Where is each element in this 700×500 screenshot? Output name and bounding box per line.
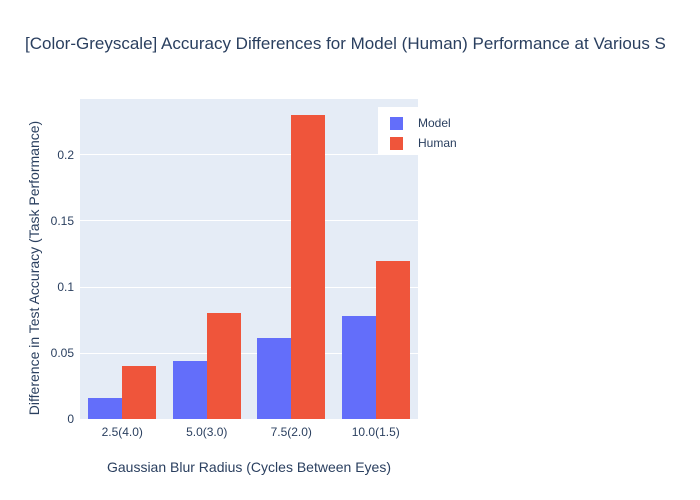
gridline	[80, 286, 418, 288]
y-tick-label: 0.15	[50, 213, 74, 228]
legend-label: Human	[418, 135, 457, 150]
bar-model-1	[88, 397, 123, 419]
legend-item-model[interactable]: Model	[378, 113, 470, 133]
bar-human-3	[291, 115, 326, 419]
gridline	[80, 220, 418, 222]
x-axis-title: Gaussian Blur Radius (Cycles Between Eye…	[106, 459, 391, 475]
gridline	[80, 154, 418, 156]
legend-swatch-icon	[390, 116, 403, 130]
x-tick-label: 5.0(3.0)	[186, 425, 228, 439]
legend: Model Human	[378, 107, 470, 155]
y-tick-label: 0.2	[57, 147, 74, 162]
legend-label: Model	[418, 115, 451, 130]
y-tick-label: 0.05	[50, 345, 74, 360]
y-tick-label: 0	[67, 412, 74, 426]
bar-model-2	[172, 360, 207, 419]
y-tick-label: 0.1	[57, 279, 74, 294]
legend-item-human[interactable]: Human	[378, 133, 470, 153]
x-tick-label: 7.5(2.0)	[270, 425, 312, 439]
bar-human-2	[206, 313, 241, 419]
bar-human-4	[375, 260, 410, 419]
x-tick-label: 2.5(4.0)	[101, 425, 143, 439]
gridline	[80, 352, 418, 354]
x-tick-label: 10.0(1.5)	[351, 425, 400, 439]
legend-swatch-icon	[390, 136, 403, 150]
bar-model-3	[257, 338, 292, 419]
bar-human-1	[122, 366, 157, 419]
bar-model-4	[341, 316, 376, 419]
plot-area	[80, 99, 418, 419]
chart-title: [Color-Greyscale] Accuracy Differences f…	[25, 34, 666, 53]
